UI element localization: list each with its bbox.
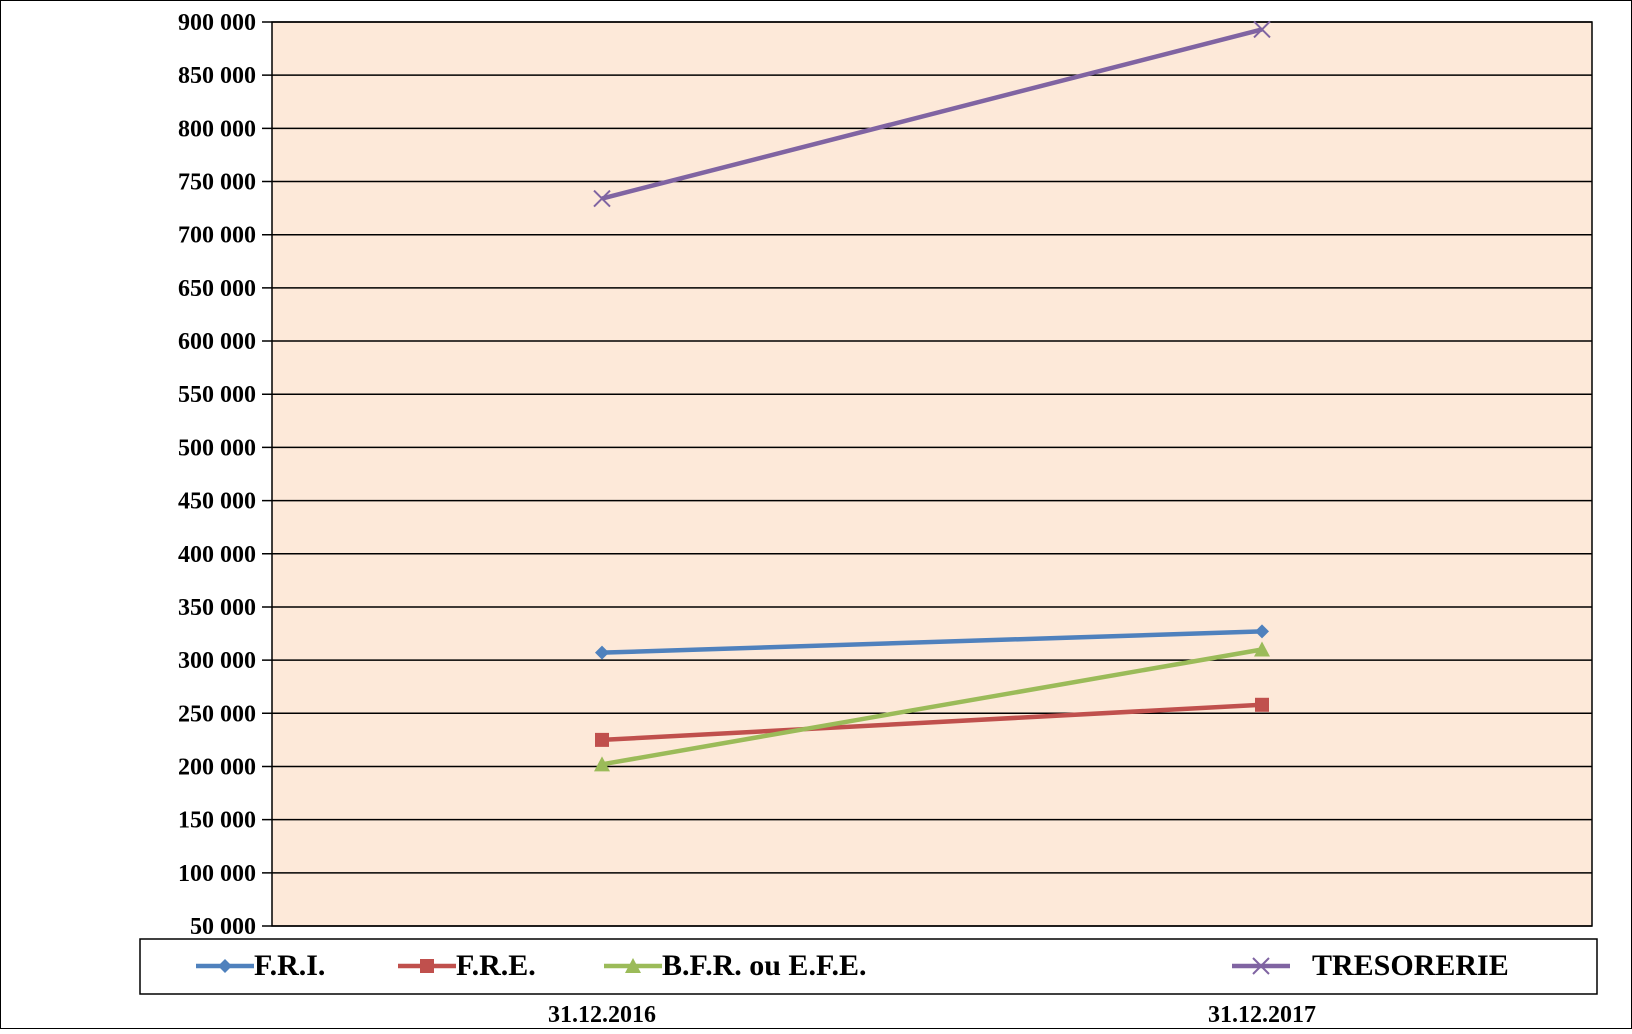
data-point-marker <box>1255 624 1269 639</box>
series-line <box>601 647 1263 767</box>
data-point-marker <box>1254 641 1270 657</box>
x-axis-tick-labels: 31.12.2016 31.12.2017 <box>548 1002 1316 1028</box>
y-tick-label: 300 000 <box>178 648 256 674</box>
legend: F.R.I. F.R.E. B.F.R. ou E.F.E. TRESORERIE <box>196 949 1509 982</box>
series-lines <box>593 20 1271 772</box>
legend-label: TRESORERIE <box>1312 949 1509 982</box>
legend-marker <box>1252 957 1270 975</box>
series-square <box>595 697 1269 747</box>
legend-item: F.R.I. <box>196 949 325 982</box>
series-triangle <box>594 641 1270 772</box>
y-tick-label: 850 000 <box>178 63 256 89</box>
x-tick-label: 31.12.2016 <box>548 1002 656 1028</box>
legend-marker <box>625 958 641 973</box>
legend-label: F.R.I. <box>254 949 325 982</box>
series-diamond <box>595 624 1269 660</box>
y-tick-label: 750 000 <box>178 170 256 196</box>
y-tick-label: 650 000 <box>178 276 256 302</box>
legend-marker <box>218 959 232 973</box>
series-x <box>593 20 1271 208</box>
y-tick-label: 600 000 <box>178 329 256 355</box>
legend-label: F.R.E. <box>456 949 536 982</box>
legend-item: B.F.R. ou E.F.E. <box>604 949 867 982</box>
y-tick-label: 800 000 <box>178 116 256 142</box>
data-point-marker <box>1253 20 1271 39</box>
y-tick-label: 700 000 <box>178 223 256 249</box>
y-tick-label: 50 000 <box>190 914 256 940</box>
legend-item: TRESORERIE <box>1232 949 1509 982</box>
series-line <box>601 629 1263 655</box>
y-tick-label: 350 000 <box>178 595 256 621</box>
y-tick-label: 150 000 <box>178 808 256 834</box>
data-point-marker <box>595 645 609 660</box>
y-tick-label: 100 000 <box>178 861 256 887</box>
data-point-marker <box>593 189 611 208</box>
y-tick-label: 550 000 <box>178 382 256 408</box>
data-point-marker <box>594 756 610 772</box>
series-line <box>601 27 1263 201</box>
gridlines <box>262 21 1592 927</box>
y-tick-label: 450 000 <box>178 489 256 515</box>
series-line <box>601 702 1263 743</box>
plot-area <box>271 21 1593 927</box>
legend-label: B.F.R. ou E.F.E. <box>662 949 867 982</box>
data-point-marker <box>1255 697 1269 712</box>
y-tick-label: 500 000 <box>178 435 256 461</box>
legend-marker <box>420 959 434 973</box>
y-tick-label: 400 000 <box>178 542 256 568</box>
y-axis-tick-labels: 900 000 850 000 800 000 750 000 700 000 650 0… <box>178 10 256 940</box>
y-tick-label: 250 000 <box>178 701 256 727</box>
data-point-marker <box>595 732 609 747</box>
legend-item: F.R.E. <box>398 949 536 982</box>
y-tick-label: 200 000 <box>178 754 256 780</box>
legend-box <box>139 938 1598 995</box>
y-tick-label: 900 000 <box>178 10 256 36</box>
x-tick-label: 31.12.2017 <box>1208 1002 1316 1028</box>
